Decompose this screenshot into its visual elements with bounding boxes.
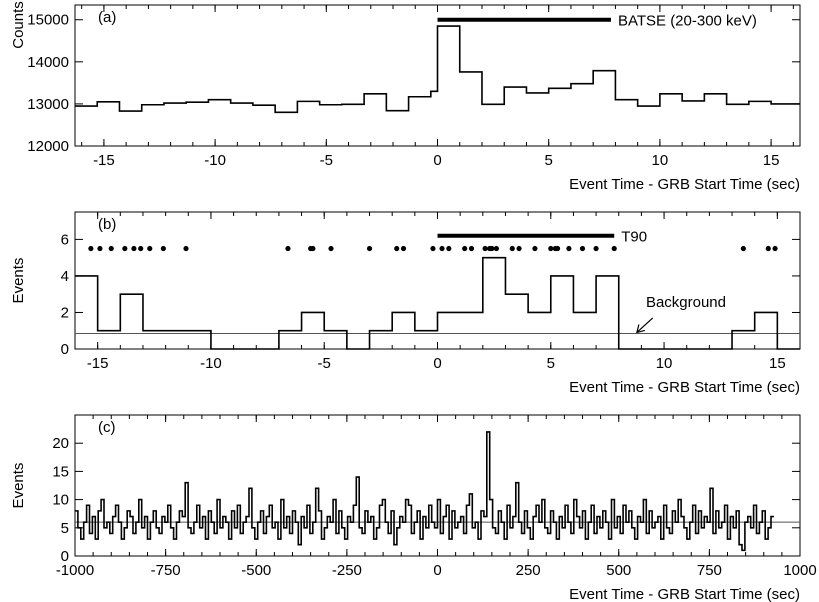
x-tick-label: -15 — [87, 355, 109, 372]
event-marker — [160, 245, 166, 252]
panel-label: (c) — [98, 419, 116, 436]
y-tick-label: 10 — [52, 492, 69, 509]
y-tick-label: 0 — [61, 341, 69, 358]
x-tick-label: 500 — [606, 562, 631, 579]
event-marker — [516, 245, 522, 252]
y-tick-label: 15 — [52, 463, 69, 480]
background-label: Background — [646, 294, 726, 311]
x-tick-label: 10 — [652, 152, 669, 169]
event-marker — [88, 245, 94, 252]
event-marker — [489, 245, 495, 252]
x-tick-label: 15 — [763, 152, 780, 169]
x-axis-label: Event Time - GRB Start Time (sec) — [569, 379, 800, 396]
y-tick-label: 15000 — [27, 12, 69, 29]
event-marker — [400, 245, 407, 252]
t90-label: T90 — [621, 229, 647, 246]
event-marker — [468, 245, 475, 252]
histogram-line-1 — [75, 25, 800, 114]
event-marker — [183, 245, 189, 252]
panel-label: (a) — [98, 9, 116, 26]
x-tick-label: 1000 — [783, 562, 816, 579]
event-marker — [611, 245, 617, 252]
event-marker — [430, 245, 436, 252]
y-tick-label: 4 — [61, 268, 69, 285]
event-marker — [108, 245, 114, 252]
event-marker — [446, 245, 452, 252]
x-tick-label: -5 — [320, 152, 333, 169]
event-marker — [554, 245, 561, 252]
event-marker — [740, 245, 746, 252]
x-tick-label: -750 — [151, 562, 181, 579]
event-marker — [509, 245, 515, 252]
event-marker — [532, 245, 538, 252]
event-marker — [462, 245, 468, 252]
event-marker — [439, 245, 445, 252]
x-tick-label: -5 — [318, 355, 331, 372]
x-tick-label: -15 — [93, 152, 115, 169]
x-tick-label: 250 — [516, 562, 541, 579]
y-tick-label: 6 — [61, 231, 69, 248]
event-marker — [579, 245, 586, 252]
x-tick-label: -250 — [332, 562, 362, 579]
event-marker — [328, 245, 334, 252]
event-marker — [122, 245, 128, 252]
event-marker — [310, 245, 316, 252]
event-marker — [566, 245, 572, 252]
histogram-line-3 — [75, 431, 774, 552]
event-marker — [97, 245, 103, 252]
x-tick-label: 10 — [656, 355, 673, 372]
x-tick-label: 15 — [769, 355, 786, 372]
background-arrow — [636, 317, 654, 333]
y-tick-label: 13000 — [27, 96, 69, 113]
y-axis-label: Events — [10, 258, 27, 304]
x-tick-label: 5 — [545, 152, 553, 169]
plot-frame-3 — [74, 414, 801, 557]
background-arrow-head — [636, 324, 646, 334]
event-marker — [147, 245, 153, 252]
x-tick-label: -500 — [241, 562, 271, 579]
event-marker — [593, 245, 599, 252]
y-tick-label: 12000 — [27, 138, 69, 155]
event-marker — [482, 245, 488, 252]
x-tick-label: 5 — [547, 355, 555, 372]
x-axis-label: Event Time - GRB Start Time (sec) — [569, 176, 800, 193]
event-marker — [366, 245, 373, 252]
y-axis-label: Events — [10, 463, 27, 509]
event-marker — [394, 245, 400, 252]
panel-label: (b) — [98, 216, 116, 233]
y-axis-label: Counts — [10, 1, 27, 49]
x-tick-label: -1000 — [56, 562, 94, 579]
event-marker — [548, 245, 554, 252]
y-tick-label: 2 — [61, 304, 69, 321]
x-tick-label: 0 — [433, 152, 441, 169]
x-tick-label: 0 — [433, 355, 441, 372]
y-tick-label: 5 — [61, 520, 69, 537]
event-marker — [765, 245, 771, 252]
x-tick-label: 750 — [697, 562, 722, 579]
y-tick-label: 14000 — [27, 54, 69, 71]
x-axis-label: Event Time - GRB Start Time (sec) — [569, 586, 800, 602]
batse-label: BATSE (20-300 keV) — [618, 13, 757, 30]
event-marker — [138, 245, 144, 252]
event-marker — [493, 245, 500, 252]
x-tick-label: -10 — [200, 355, 222, 372]
y-tick-label: 0 — [61, 548, 69, 565]
y-tick-label: 20 — [52, 435, 69, 452]
x-tick-label: 0 — [433, 562, 441, 579]
event-marker — [285, 245, 291, 252]
x-tick-label: -10 — [204, 152, 226, 169]
event-marker — [772, 245, 778, 252]
event-marker — [131, 245, 137, 252]
